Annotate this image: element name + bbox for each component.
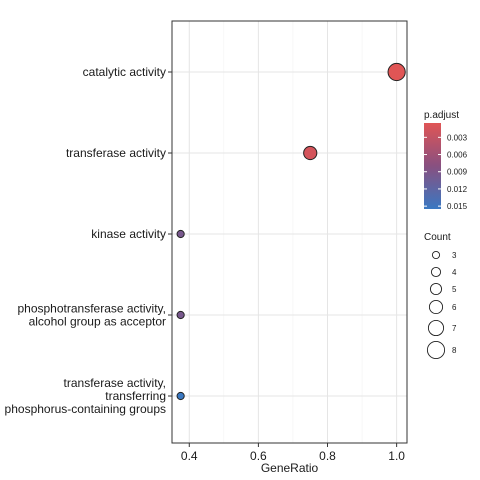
- data-point: [387, 62, 406, 82]
- data-point: [176, 391, 185, 401]
- category-label: transferase activity: [66, 146, 166, 160]
- x-tick-label: 0.8: [319, 449, 336, 463]
- category-label-line: phosphorus-containing groups: [5, 402, 166, 416]
- category-label-line: transferring: [105, 389, 166, 403]
- panel-background: [172, 21, 407, 443]
- x-tick-label: 0.6: [250, 449, 267, 463]
- x-axis-ticks: 0.4 0.6 0.8 1.0: [181, 443, 405, 463]
- x-axis-title: GeneRatio: [261, 461, 319, 475]
- count-legend-label: 3: [452, 251, 457, 260]
- count-legend-label: 5: [452, 285, 457, 294]
- data-point: [303, 145, 318, 161]
- count-legend-key: [427, 319, 445, 337]
- category-label-line: transferase activity: [66, 146, 166, 160]
- p-adjust-legend-ticks: 0.003 0.006 0.009 0.012 0.015: [424, 133, 468, 211]
- panel-border: [171, 20, 408, 444]
- category-label: phosphotransferase activity, alcohol grou…: [17, 302, 166, 329]
- count-legend-key: [428, 299, 444, 315]
- category-label: transferase activity, transferring phospho…: [5, 376, 166, 416]
- p-adjust-legend-label: 0.012: [447, 185, 468, 194]
- data-point: [176, 310, 185, 320]
- count-legend-key: [429, 282, 443, 296]
- p-adjust-legend-label: 0.015: [447, 202, 468, 211]
- p-adjust-legend-label: 0.006: [447, 151, 468, 160]
- category-label: kinase activity: [91, 227, 166, 241]
- count-legend-key: [430, 266, 442, 278]
- p-adjust-legend-title: p.adjust: [424, 110, 459, 121]
- plot-panel: [171, 20, 408, 444]
- category-label: catalytic activity: [83, 65, 166, 79]
- category-axis-labels: catalytic activity transferase activity ki…: [5, 65, 172, 416]
- category-label-line: catalytic activity: [83, 65, 166, 79]
- category-label-line: kinase activity: [91, 227, 166, 241]
- p-adjust-legend-label: 0.009: [447, 168, 468, 177]
- count-legend-label: 8: [452, 346, 457, 355]
- count-legend-label: 7: [452, 324, 457, 333]
- x-tick-label: 0.4: [181, 449, 198, 463]
- category-label-line: phosphotransferase activity,: [17, 302, 166, 316]
- count-legend: Count 3 4 5 6 7 8: [424, 232, 457, 360]
- category-label-line: transferase activity,: [64, 376, 166, 390]
- p-adjust-legend: p.adjust 0.003 0.006 0.009 0.012 0.015: [424, 110, 468, 211]
- count-legend-label: 6: [452, 303, 457, 312]
- count-legend-key: [431, 250, 441, 260]
- count-legend-title: Count: [424, 232, 451, 243]
- p-adjust-legend-label: 0.003: [447, 133, 468, 142]
- p-adjust-colorbar: [424, 123, 441, 209]
- x-tick-label: 1.0: [388, 449, 405, 463]
- count-legend-items: 3 4 5 6 7 8: [426, 250, 457, 360]
- data-point: [176, 229, 185, 239]
- count-legend-key: [426, 340, 446, 360]
- count-legend-label: 4: [452, 268, 457, 277]
- category-label-line: alcohol group as acceptor: [29, 315, 166, 329]
